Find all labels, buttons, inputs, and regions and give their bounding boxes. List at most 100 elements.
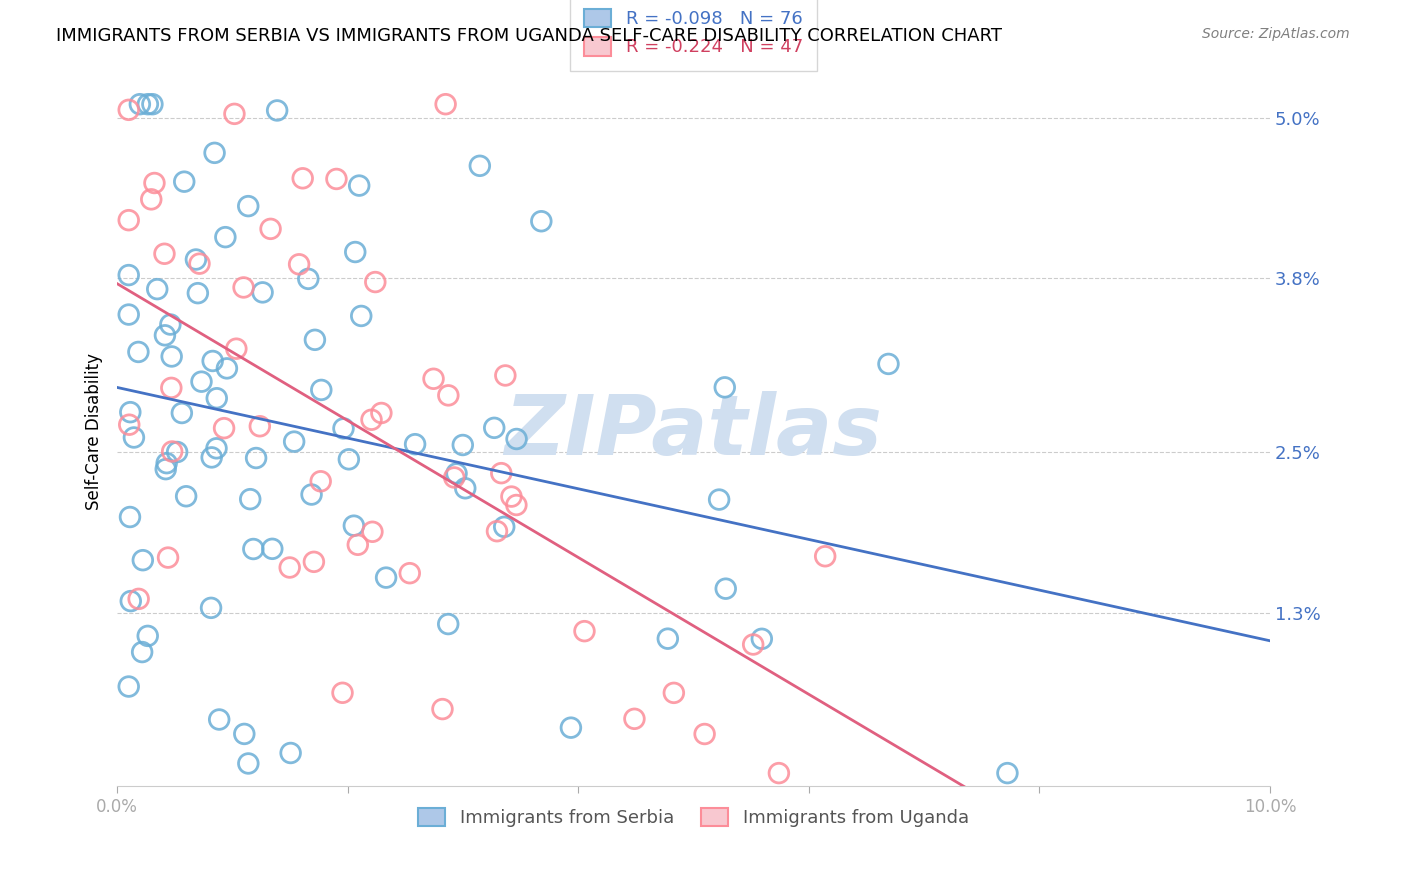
- Point: [128, 97, 150, 112]
- Point: [337, 452, 360, 467]
- Point: [301, 487, 323, 501]
- Point: [494, 368, 516, 383]
- Point: [127, 345, 149, 359]
- Point: [118, 213, 141, 227]
- Point: [454, 481, 477, 495]
- Point: [877, 357, 900, 371]
- Point: [437, 388, 460, 402]
- Point: [174, 489, 197, 503]
- Text: IMMIGRANTS FROM SERBIA VS IMMIGRANTS FROM UGANDA SELF-CARE DISABILITY CORRELATIO: IMMIGRANTS FROM SERBIA VS IMMIGRANTS FRO…: [56, 27, 1002, 45]
- Point: [118, 510, 141, 524]
- Point: [302, 555, 325, 569]
- Point: [233, 727, 256, 741]
- Point: [238, 199, 260, 213]
- Point: [662, 686, 685, 700]
- Point: [120, 405, 142, 419]
- Point: [347, 178, 370, 193]
- Point: [693, 727, 716, 741]
- Point: [184, 252, 207, 267]
- Point: [166, 445, 188, 459]
- Point: [205, 391, 228, 405]
- Point: [814, 549, 837, 564]
- Point: [751, 632, 773, 646]
- Point: [155, 462, 177, 476]
- Y-axis label: Self-Care Disability: Self-Care Disability: [86, 353, 103, 510]
- Point: [297, 272, 319, 286]
- Point: [494, 520, 516, 534]
- Point: [288, 257, 311, 271]
- Point: [242, 541, 264, 556]
- Point: [160, 381, 183, 395]
- Point: [204, 145, 226, 160]
- Point: [325, 172, 347, 186]
- Point: [201, 354, 224, 368]
- Point: [262, 541, 284, 556]
- Point: [311, 383, 333, 397]
- Point: [232, 280, 254, 294]
- Point: [136, 97, 159, 112]
- Point: [120, 594, 142, 608]
- Point: [309, 475, 332, 489]
- Point: [136, 629, 159, 643]
- Point: [141, 192, 163, 206]
- Point: [657, 632, 679, 646]
- Point: [128, 591, 150, 606]
- Point: [118, 308, 141, 322]
- Point: [404, 437, 426, 451]
- Text: Source: ZipAtlas.com: Source: ZipAtlas.com: [1202, 27, 1350, 41]
- Point: [160, 350, 183, 364]
- Point: [245, 450, 267, 465]
- Point: [143, 176, 166, 190]
- Point: [156, 456, 179, 470]
- Point: [451, 438, 474, 452]
- Point: [188, 257, 211, 271]
- Point: [212, 421, 235, 435]
- Point: [208, 713, 231, 727]
- Point: [153, 328, 176, 343]
- Point: [239, 492, 262, 507]
- Point: [505, 432, 527, 446]
- Point: [485, 524, 508, 539]
- Point: [173, 175, 195, 189]
- Point: [742, 638, 765, 652]
- Point: [225, 342, 247, 356]
- Point: [266, 103, 288, 118]
- Point: [713, 380, 735, 394]
- Point: [997, 766, 1019, 780]
- Point: [118, 417, 141, 432]
- Point: [200, 600, 222, 615]
- Point: [437, 617, 460, 632]
- Point: [361, 524, 384, 539]
- Point: [215, 361, 238, 376]
- Point: [283, 434, 305, 449]
- Point: [530, 214, 553, 228]
- Point: [280, 746, 302, 760]
- Point: [432, 702, 454, 716]
- Point: [346, 538, 368, 552]
- Point: [707, 492, 730, 507]
- Point: [370, 406, 392, 420]
- Point: [157, 550, 180, 565]
- Point: [259, 222, 281, 236]
- Point: [360, 413, 382, 427]
- Point: [364, 275, 387, 289]
- Point: [304, 333, 326, 347]
- Point: [249, 419, 271, 434]
- Point: [214, 230, 236, 244]
- Point: [446, 467, 468, 481]
- Point: [252, 285, 274, 300]
- Point: [468, 159, 491, 173]
- Point: [153, 246, 176, 260]
- Point: [131, 645, 153, 659]
- Point: [238, 756, 260, 771]
- Point: [278, 560, 301, 574]
- Point: [768, 766, 790, 780]
- Point: [187, 286, 209, 301]
- Point: [332, 686, 354, 700]
- Point: [375, 571, 398, 585]
- Point: [714, 582, 737, 596]
- Point: [332, 421, 354, 435]
- Point: [132, 553, 155, 567]
- Text: ZIPatlas: ZIPatlas: [505, 392, 883, 473]
- Point: [118, 103, 141, 117]
